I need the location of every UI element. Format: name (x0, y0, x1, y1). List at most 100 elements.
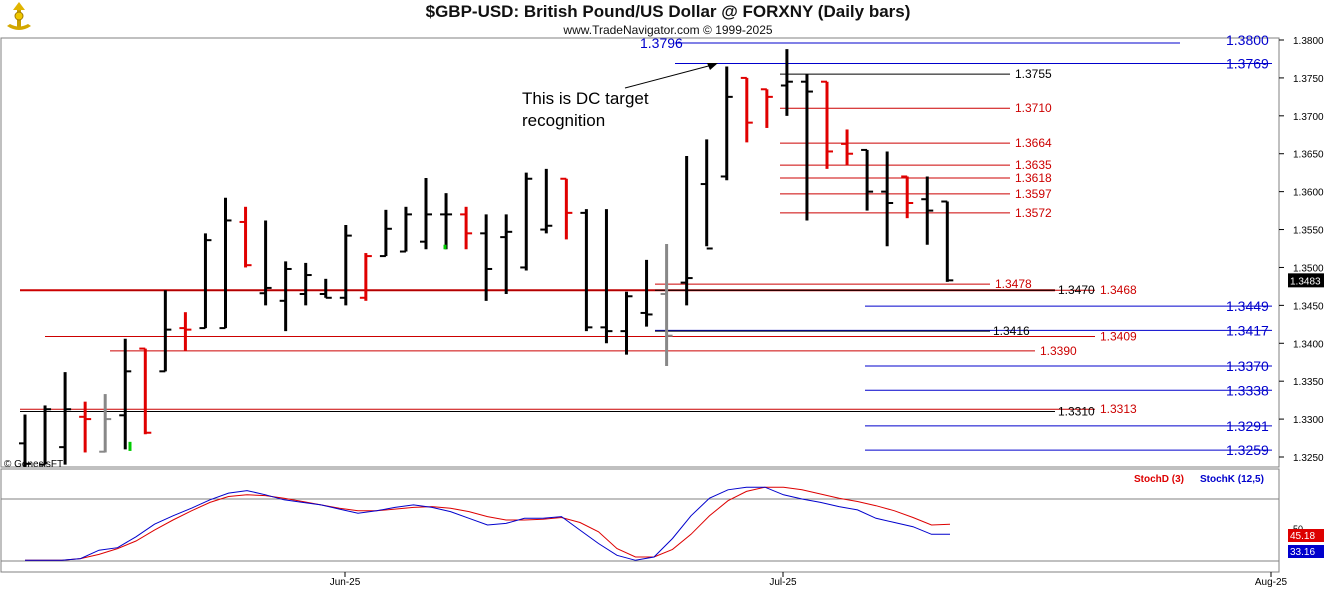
ohlc-bar (760, 88, 773, 128)
annotation-arrowhead (707, 63, 718, 70)
blue-level-label: 1.3259 (1226, 442, 1269, 458)
price-axis-tick-label: 1.3750 (1293, 74, 1324, 85)
red-level-label: 1.3468 (1100, 283, 1137, 297)
ohlc-bar (740, 76, 753, 143)
ohlc-bar (279, 261, 292, 332)
red-level-label: 1.3618 (1015, 171, 1052, 185)
red-level-label: 1.3710 (1015, 101, 1052, 115)
stoch-d-legend: StochD (3) (1134, 474, 1184, 485)
price-axis-tick-label: 1.3250 (1293, 453, 1324, 464)
price-axis-tick-label: 1.3650 (1293, 150, 1324, 161)
black-level-label: 1.3470 (1058, 283, 1095, 297)
ohlc-bar (440, 193, 453, 250)
ohlc-bar (139, 347, 152, 435)
price-axis-tick-label: 1.3450 (1293, 301, 1324, 312)
stoch-d-value-box (1288, 529, 1324, 542)
last-price-label: 1.3483 (1290, 276, 1321, 287)
copyright-text: © GenesisFT (4, 459, 63, 470)
annotation-text-line2: recognition (522, 111, 605, 130)
price-axis-tick-label: 1.3700 (1293, 112, 1324, 123)
time-axis-label: Aug-25 (1255, 577, 1288, 588)
ohlc-bar (39, 405, 52, 466)
black-level-label: 1.3310 (1058, 405, 1095, 419)
stoch-k-value-box (1288, 545, 1324, 558)
stoch-k-value: 33.16 (1290, 547, 1315, 558)
red-level-label: 1.3409 (1100, 329, 1137, 343)
ohlc-bar (941, 200, 954, 282)
ohlc-bar (460, 206, 473, 250)
time-axis-label: Jun-25 (330, 577, 361, 588)
time-axis-label: Jul-25 (769, 577, 797, 588)
ohlc-bar (881, 151, 894, 247)
ohlc-bar (119, 338, 132, 450)
black-level-label: 1.3755 (1015, 67, 1052, 81)
price-axis-tick-label: 1.3400 (1293, 339, 1324, 350)
chart-subtitle: www.TradeNavigator.com © 1999-2025 (563, 23, 773, 37)
red-level-label: 1.3572 (1015, 206, 1052, 220)
blue-level-label: 1.3769 (1226, 56, 1269, 72)
ohlc-bar (99, 394, 112, 453)
ohlc-bar (339, 224, 352, 306)
last-price-box (1288, 273, 1324, 288)
ohlc-bar (921, 176, 934, 245)
price-axis-tick-label: 1.3300 (1293, 415, 1324, 426)
ohlc-bar (520, 172, 533, 271)
ohlc-bar (199, 233, 212, 330)
chart-title: $GBP-USD: British Pound/US Dollar @ FORX… (425, 2, 911, 21)
ohlc-bar (560, 177, 573, 240)
ohlc-bar (780, 49, 793, 116)
blue-level-label: 1.3449 (1226, 298, 1269, 314)
blue-level-label: 1.3417 (1226, 322, 1269, 338)
stoch-k-legend: StochK (12,5) (1200, 474, 1264, 485)
ohlc-bar (420, 177, 432, 250)
red-level-label: 1.3635 (1015, 158, 1052, 172)
stoch-line (25, 486, 950, 561)
ohlc-bar (59, 372, 72, 465)
ohlc-bar (720, 66, 733, 181)
red-level-label: 1.3597 (1015, 187, 1052, 201)
ohlc-bar (259, 220, 272, 306)
stoch-line (25, 486, 951, 561)
ohlc-bar (359, 253, 372, 301)
price-axis-tick-label: 1.3600 (1293, 188, 1324, 199)
red-level-label: 1.3478 (995, 277, 1032, 291)
blue-level-label: 1.3800 (1226, 32, 1269, 48)
ohlc-bar (841, 129, 854, 166)
ohlc-bar (660, 243, 673, 367)
price-axis-tick-label: 1.3800 (1293, 36, 1324, 47)
trade-navigator-logo-icon (4, 2, 34, 34)
ohlc-bar (800, 74, 813, 221)
ohlc-bar (159, 290, 172, 373)
price-axis-tick-label: 1.3500 (1293, 263, 1324, 274)
blue-level-label: 1.3796 (640, 35, 683, 51)
ohlc-bar (319, 278, 332, 299)
stoch-panel (0, 468, 1280, 573)
ohlc-bar (219, 197, 232, 330)
black-level-label: 1.3416 (993, 324, 1030, 338)
ohlc-bar (821, 80, 833, 169)
ohlc-bar (600, 209, 613, 344)
annotation-arrow (624, 63, 717, 89)
ohlc-bar (901, 175, 914, 219)
ohlc-bar (480, 214, 493, 301)
red-level-label: 1.3664 (1015, 136, 1052, 150)
ohlc-bar (700, 139, 713, 250)
red-level-label: 1.3390 (1040, 344, 1077, 358)
ohlc-bar (379, 209, 392, 258)
price-axis-tick-label: 1.3350 (1293, 377, 1324, 388)
ohlc-bar (620, 291, 633, 355)
ohlc-bar (19, 414, 31, 467)
ohlc-bar (540, 168, 553, 234)
blue-level-label: 1.3291 (1226, 418, 1269, 434)
price-panel (0, 37, 1280, 468)
annotation-text-line1: This is DC target (522, 89, 649, 108)
ohlc-bar (580, 209, 593, 332)
ohlc-bar (500, 214, 513, 294)
ohlc-bar (399, 206, 412, 253)
ohlc-bar (640, 259, 653, 327)
price-axis-tick-label: 1.3550 (1293, 226, 1324, 237)
blue-level-label: 1.3370 (1226, 358, 1269, 374)
ohlc-bar (861, 148, 874, 211)
ohlc-bar (299, 262, 312, 306)
